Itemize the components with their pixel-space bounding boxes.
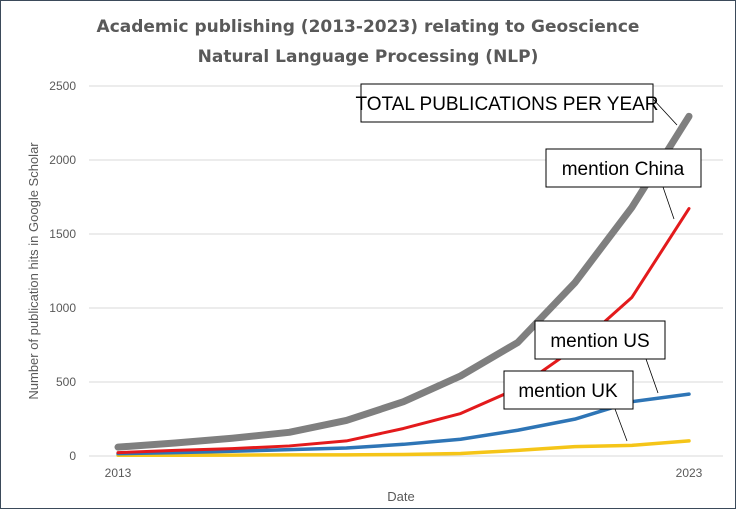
callout-label-total: TOTAL PUBLICATIONS PER YEAR [355,94,658,115]
callout-us: mention US [534,320,666,394]
leader-line [652,98,678,126]
callout-label-uk: mention UK [518,381,618,402]
y-tick-label: 2000 [49,153,76,167]
series-line-total-publications-per-year [114,112,693,451]
leader-line [645,358,659,394]
leader-line [614,408,628,442]
callout-box [534,320,666,360]
y-tick-label: 2500 [49,79,76,93]
x-tick-label: 2013 [105,466,132,480]
y-tick-label: 1500 [49,227,76,241]
series-line-mention-us [116,392,691,456]
callout-label-us: mention US [550,331,649,352]
callout-box [360,83,654,123]
leader-line [662,186,675,220]
x-tick-label: 2023 [676,466,703,480]
callout-uk: mention UK [503,370,634,442]
y-tick-label: 1000 [49,301,76,315]
x-axis-label: Date [387,489,414,504]
callout-box [503,370,634,410]
series-line-mention-uk [116,439,691,458]
callout-label-china: mention China [562,159,685,180]
chart-title-line-1: Academic publishing (2013-2023) relating… [97,17,640,37]
y-axis-label: Number of publication hits in Google Sch… [26,142,41,400]
callout-china: mention China [545,148,702,220]
y-tick-label: 0 [69,449,76,463]
y-tick-label: 500 [56,375,76,389]
callout-total: TOTAL PUBLICATIONS PER YEAR [355,83,678,126]
chart-title-line-2: Natural Language Processing (NLP) [198,47,539,67]
callout-box [545,148,702,188]
